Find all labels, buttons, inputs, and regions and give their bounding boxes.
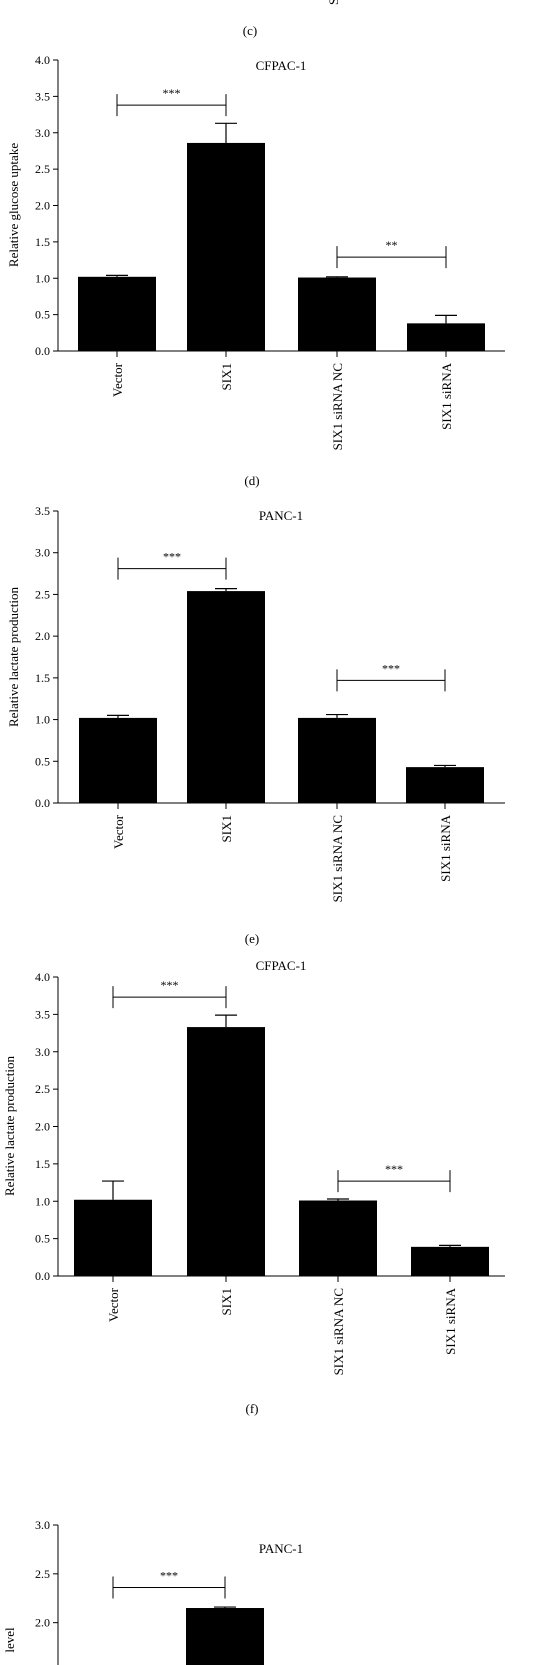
chart-title: CFPAC-1 [256, 58, 307, 73]
y-tick-label: 0.0 [35, 344, 50, 358]
x-tick-label: SIX1 siRNA [439, 362, 454, 429]
bar [186, 1608, 264, 1665]
y-tick-label: 2.0 [35, 199, 50, 213]
bar [406, 767, 484, 803]
y-tick-label: 1.0 [35, 271, 50, 285]
significance-label: *** [161, 978, 179, 992]
y-tick-label: 2.5 [35, 587, 50, 601]
y-axis-label: Relative lactate production [6, 586, 21, 727]
y-tick-label: 0.5 [35, 1232, 50, 1246]
significance-label: *** [160, 1569, 178, 1583]
partial-tick-label: SI [326, 0, 341, 5]
chart-0: 0.0 0.5 1.0 1.5 2.0 2.5 3.0 3.5 4.0 Relative gluc… [6, 53, 505, 488]
y-tick-label: 3.0 [35, 1518, 50, 1532]
significance-label: *** [385, 1162, 403, 1176]
y-tick-label: 0.0 [35, 796, 50, 810]
y-tick-label: 0.5 [35, 754, 50, 768]
bar [79, 717, 157, 803]
y-axis-label: Relative lactate production [2, 1055, 17, 1196]
x-tick-label: SIX1 [219, 1288, 234, 1315]
bar [298, 717, 376, 803]
y-tick-label: 2.0 [35, 1120, 50, 1134]
y-tick-label: 3.0 [35, 126, 50, 140]
x-tick-label: SIX1 [219, 363, 234, 390]
y-tick-label: 2.5 [35, 1567, 50, 1581]
y-tick-label: 2.0 [35, 629, 50, 643]
panel-caption: (d) [244, 473, 259, 488]
significance-label: *** [382, 661, 400, 675]
significance-label: *** [163, 86, 181, 100]
bar [299, 1200, 377, 1276]
x-tick-label: SIX1 [219, 815, 234, 842]
bar [298, 277, 376, 351]
chart-3: 2.0 2.5 3.0 level PANC-1 *** [2, 1518, 303, 1665]
y-tick-label: 4.0 [35, 53, 50, 67]
x-tick-label: Vector [111, 814, 126, 849]
x-tick-label: SIX1 siRNA [443, 1287, 458, 1354]
y-tick-label: 2.0 [35, 1616, 50, 1630]
bar [407, 323, 485, 351]
significance-label: ** [386, 238, 398, 252]
bar [78, 276, 156, 351]
x-tick-label: SIX1 siRNA [438, 814, 453, 881]
chart-2: 0.0 0.5 1.0 1.5 2.0 2.5 3.0 3.5 4.0 Relative lact… [2, 958, 505, 1416]
x-tick-label: SIX1 siRNA NC [330, 363, 345, 450]
significance-label: *** [163, 550, 181, 564]
y-axis-label: Relative glucose uptake [6, 143, 21, 267]
y-tick-label: 0.0 [35, 1269, 50, 1283]
chart-title: PANC-1 [259, 508, 303, 523]
y-tick-label: 4.0 [35, 970, 50, 984]
y-tick-label: 3.0 [35, 1045, 50, 1059]
x-tick-label: SIX1 siRNA NC [331, 1288, 346, 1375]
y-axis-label: level [2, 1627, 17, 1653]
x-tick-label: SIX1 siRNA NC [330, 815, 345, 902]
top-cutoff: SI (c) [243, 0, 341, 38]
y-tick-label: 0.5 [35, 308, 50, 322]
panel-caption: (e) [245, 931, 259, 946]
panel-caption: (f) [246, 1401, 259, 1416]
chart-title: PANC-1 [259, 1541, 303, 1556]
y-tick-label: 2.5 [35, 1082, 50, 1096]
caption-c: (c) [243, 23, 257, 38]
y-tick-label: 1.0 [35, 1194, 50, 1208]
chart-1: 0.0 0.5 1.0 1.5 2.0 2.5 3.0 3.5 Relative lactate… [6, 504, 505, 946]
y-tick-label: 2.5 [35, 162, 50, 176]
bar [187, 1027, 265, 1276]
y-tick-label: 1.5 [35, 235, 50, 249]
x-tick-label: Vector [106, 1287, 121, 1322]
y-tick-label: 3.5 [35, 89, 50, 103]
y-tick-label: 1.0 [35, 713, 50, 727]
x-tick-label: Vector [110, 362, 125, 397]
y-tick-label: 3.0 [35, 546, 50, 560]
charts: 0.0 0.5 1.0 1.5 2.0 2.5 3.0 3.5 4.0 Relative gluc… [2, 53, 505, 1665]
bar [187, 591, 265, 803]
bar [187, 142, 265, 351]
bar [411, 1246, 489, 1276]
y-tick-label: 3.5 [35, 504, 50, 518]
y-tick-label: 1.5 [35, 1157, 50, 1171]
y-tick-label: 1.5 [35, 671, 50, 685]
y-tick-label: 3.5 [35, 1007, 50, 1021]
chart-title: CFPAC-1 [256, 958, 307, 973]
bar [74, 1199, 152, 1276]
